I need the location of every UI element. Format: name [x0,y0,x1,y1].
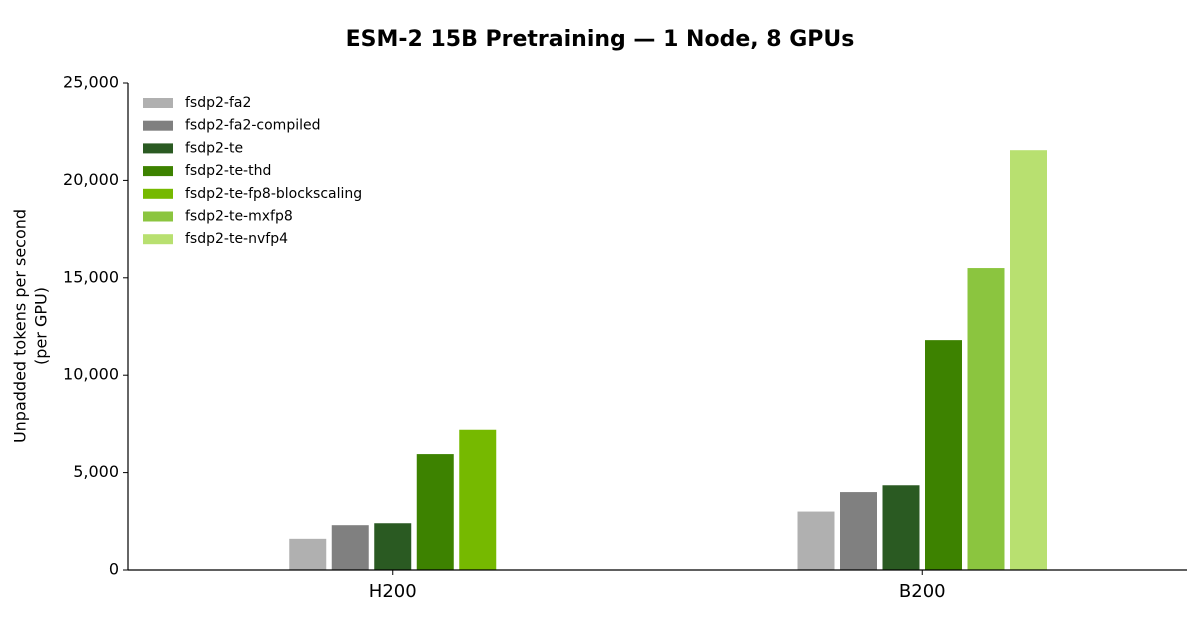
legend-swatch [143,234,173,245]
bar [289,538,327,570]
y-tick-label: 0 [109,560,119,579]
legend-text: fsdp2-te-thd [185,163,271,179]
legend-text: fsdp2-te-nvfp4 [185,231,288,247]
x-tick-label: B200 [899,581,946,602]
y-tick-label: 20,000 [63,170,119,189]
bar [459,429,497,570]
bar [840,492,877,570]
bar [1010,150,1047,570]
y-tick-label: 10,000 [63,365,119,384]
bar [967,268,1005,570]
legend-swatch [143,166,173,177]
y-tick-label: 25,000 [63,73,119,92]
y-tick-label: 15,000 [63,267,119,286]
legend-text: fsdp2-fa2 [185,95,251,111]
bar [331,525,369,570]
legend-swatch [143,143,173,154]
legend-swatch [143,98,173,108]
bar [925,340,962,570]
legend-swatch [143,120,173,131]
legend-swatch [143,211,173,222]
x-tick-label: H200 [369,581,417,602]
bar [374,523,412,570]
bar [882,485,920,570]
legend-text: fsdp2-te-fp8-blockscaling [185,186,362,202]
bar [416,454,454,570]
y-axis-label: Unpadded tokens per second [11,209,30,443]
y-tick-label: 5,000 [73,462,119,481]
legend-text: fsdp2-fa2-compiled [185,118,321,134]
legend-swatch [143,188,173,199]
legend-text: fsdp2-te [185,140,243,156]
legend-text: fsdp2-te-mxfp8 [185,209,293,225]
y-axis-label: (per GPU) [32,287,51,365]
chart-title: ESM-2 15B Pretraining — 1 Node, 8 GPUs [346,27,855,52]
bar [797,511,835,570]
